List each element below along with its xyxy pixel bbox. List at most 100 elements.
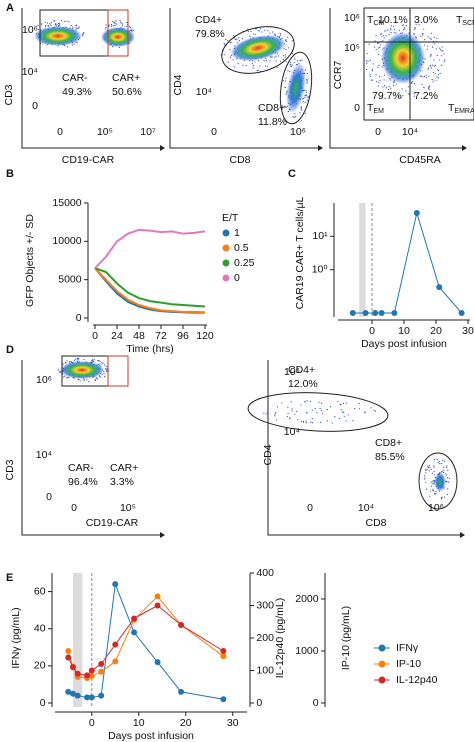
event-dot [224, 44, 226, 46]
event-dot [303, 100, 305, 103]
x-tick-label: 10 [398, 325, 410, 337]
event-dot [382, 86, 384, 88]
y-tick-label: 0 [40, 697, 46, 709]
event-dot [68, 361, 70, 363]
event-dot [326, 420, 328, 422]
event-dot [425, 472, 427, 474]
event-dot [443, 496, 446, 498]
event-dot [433, 36, 435, 38]
arrow-head [462, 145, 467, 151]
event-dot [390, 25, 392, 27]
event-dot [300, 107, 302, 110]
event-dot [445, 473, 447, 475]
event-dot [431, 480, 434, 482]
event-dot [66, 20, 68, 22]
event-dot [439, 47, 441, 49]
event-dot [58, 23, 60, 25]
event-dot [237, 41, 239, 43]
event-dot [378, 82, 380, 84]
event-dot [50, 22, 52, 24]
event-dot [101, 373, 103, 375]
event-dot [428, 86, 430, 88]
event-dot [431, 472, 433, 474]
event-dot [390, 87, 392, 89]
panel-label: D [6, 344, 14, 356]
event-dot [432, 81, 434, 83]
event-dot [282, 58, 285, 61]
event-dot [62, 363, 64, 365]
event-dot [285, 106, 287, 108]
event-dot [405, 24, 408, 27]
event-dot [398, 29, 400, 32]
event-dot [280, 34, 282, 36]
y-tick-label: 300 [256, 599, 274, 611]
event-dot [432, 483, 435, 485]
event-dot [238, 39, 241, 42]
event-dot [306, 400, 308, 402]
event-dot [275, 34, 277, 36]
event-dot [223, 42, 225, 45]
event-dot [441, 462, 443, 464]
event-dot [435, 48, 438, 50]
event-dot [291, 52, 293, 55]
event-dot [41, 23, 43, 25]
y-tick-label: 0 [46, 491, 52, 503]
legend-label: 0.25 [234, 257, 255, 269]
gate-name: CAR+ [112, 72, 140, 84]
event-dot [369, 73, 371, 76]
y-tick-label: 10⁶ [36, 374, 52, 386]
event-dot [434, 43, 436, 45]
event-dot [265, 413, 267, 415]
event-dot [59, 372, 61, 374]
event-dot [440, 55, 443, 57]
event-dot [375, 48, 377, 51]
event-dot [430, 67, 432, 69]
x-axis-label: CD45RA [399, 154, 440, 166]
event-dot [270, 56, 272, 58]
x-tick-label: 120 [196, 330, 214, 342]
y-tick-label: 40 [34, 622, 46, 634]
gate-name: CAR- [62, 72, 88, 84]
data-point [74, 670, 81, 677]
event-dot [433, 459, 436, 461]
event-dot [436, 459, 438, 461]
gate [221, 26, 295, 74]
legend-label: IL-12p40 [396, 674, 438, 686]
event-dot [258, 29, 260, 32]
event-dot [252, 65, 255, 67]
event-dot [88, 380, 90, 383]
event-dot [341, 411, 344, 413]
event-dot [419, 75, 421, 77]
event-dot [125, 25, 127, 28]
y-tick-label: 10⁶ [284, 366, 300, 378]
event-dot [53, 20, 55, 22]
event-dot [122, 25, 124, 27]
event-dot [105, 365, 107, 368]
event-dot [118, 46, 121, 48]
event-dot [306, 412, 308, 414]
gate [107, 9, 129, 57]
event-dot [56, 23, 58, 25]
axis-line [329, 8, 462, 149]
event-dot [443, 60, 445, 62]
y-axis-label: CAR19 CAR+ T cells/μL [294, 196, 306, 309]
gate-name: CD4+ [288, 364, 315, 376]
event-dot [443, 460, 446, 462]
data-point [154, 659, 161, 666]
y-tick-label: 10000 [52, 235, 81, 247]
event-dot [441, 50, 443, 52]
event-dot [433, 471, 435, 473]
event-dot [446, 493, 449, 496]
event-dot [393, 81, 395, 84]
event-dot [331, 422, 333, 424]
event-dot [304, 94, 306, 97]
event-dot [293, 116, 295, 118]
x-tick-label: 30 [227, 717, 239, 729]
event-dot [257, 69, 259, 71]
y-axis-label: CCR7 [332, 61, 344, 90]
event-dot [68, 21, 70, 23]
shaded-period [359, 203, 366, 317]
event-dot [311, 421, 313, 424]
event-dot [119, 19, 121, 21]
